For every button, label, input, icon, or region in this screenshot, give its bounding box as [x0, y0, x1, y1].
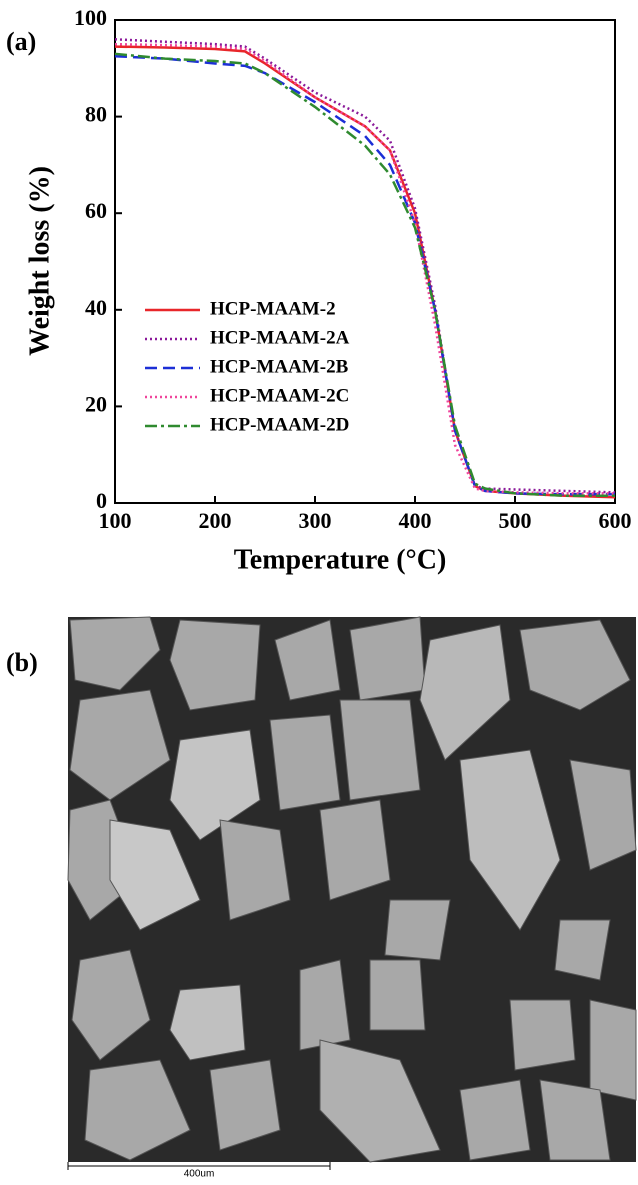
x-tick-label: 600 [599, 508, 632, 533]
x-tick-label: 400 [399, 508, 432, 533]
x-axis-label: Temperature (°C) [234, 544, 447, 575]
legend-label: HCP-MAAM-2C [210, 385, 349, 406]
y-tick-label: 0 [96, 488, 107, 513]
legend-label: HCP-MAAM-2A [210, 327, 350, 348]
y-tick-label: 100 [74, 5, 107, 30]
data-line [115, 54, 615, 496]
x-tick-label: 500 [499, 508, 532, 533]
data-line [115, 39, 615, 492]
y-tick-label: 60 [85, 198, 107, 223]
sem-image [68, 617, 636, 1162]
figure: (a) (b) Temperature (°C) Weight loss (%)… [0, 0, 638, 1180]
page: (a) (b) Temperature (°C) Weight loss (%)… [0, 0, 638, 1185]
y-axis-label: Weight loss (%) [24, 166, 55, 356]
legend-label: HCP-MAAM-2B [210, 356, 349, 377]
y-tick-label: 20 [85, 391, 107, 416]
panel-label: (a) [6, 27, 36, 56]
data-line [115, 56, 615, 494]
data-line [115, 44, 615, 493]
x-tick-label: 200 [199, 508, 232, 533]
legend-label: HCP-MAAM-2 [210, 298, 336, 319]
y-tick-label: 80 [85, 102, 107, 127]
legend-label: HCP-MAAM-2D [210, 414, 349, 435]
y-tick-label: 40 [85, 295, 107, 320]
data-line [115, 47, 615, 498]
x-tick-label: 300 [299, 508, 332, 533]
plot-frame [115, 20, 615, 503]
scale-bar-label: 400um [184, 1169, 215, 1180]
panel-label: (b) [6, 648, 38, 677]
